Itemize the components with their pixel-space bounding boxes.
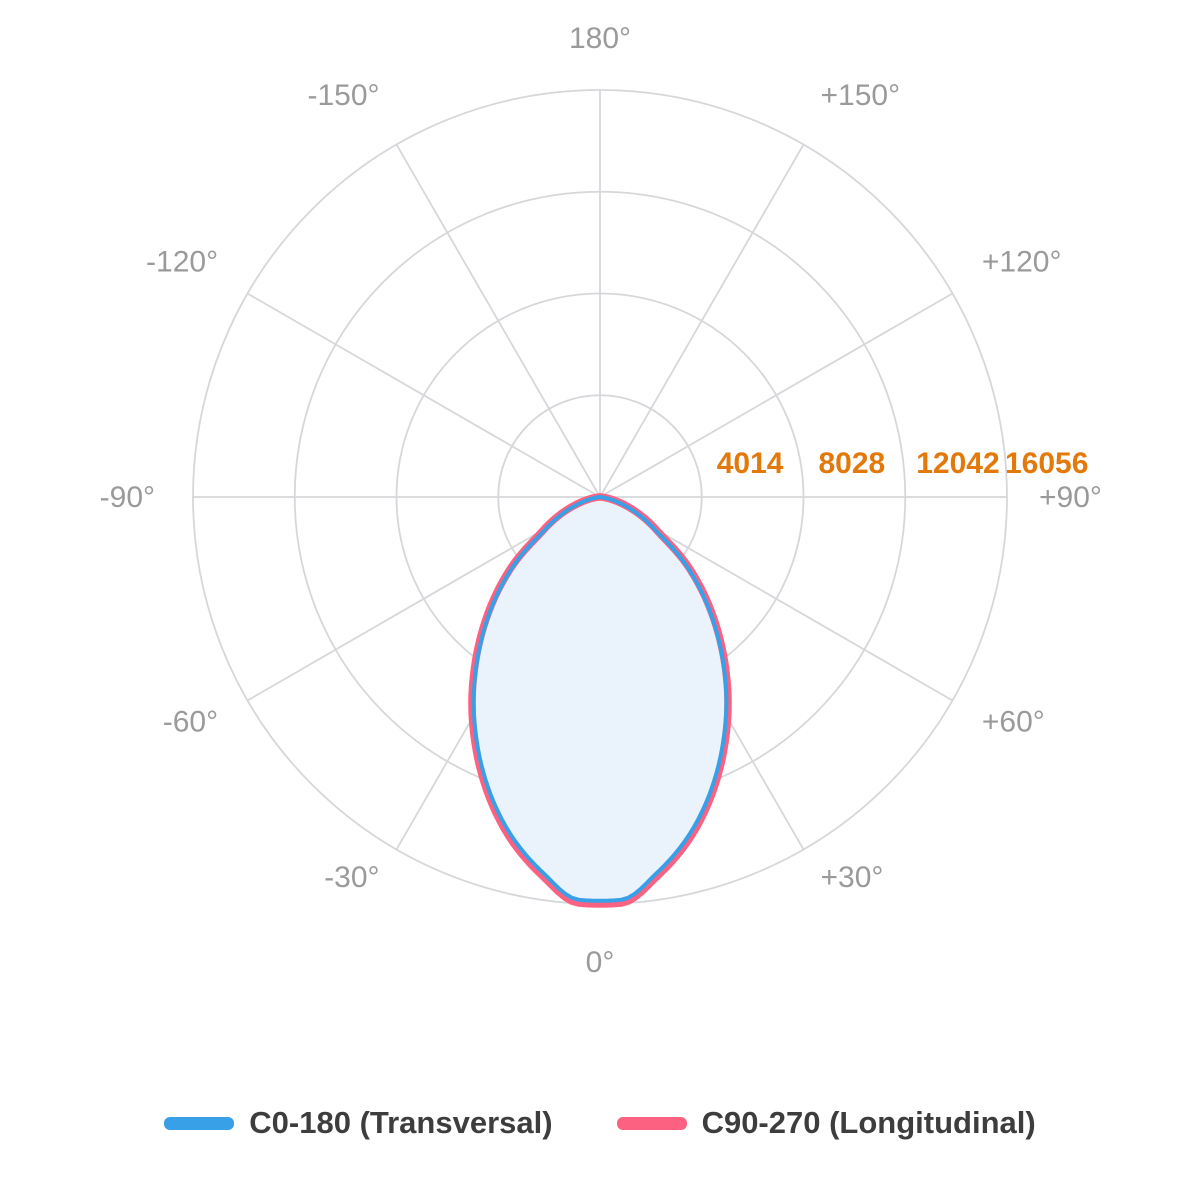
svg-text:180°: 180° — [569, 22, 631, 55]
svg-text:8028: 8028 — [819, 447, 886, 480]
svg-text:12042: 12042 — [916, 447, 999, 480]
svg-text:+90°: +90° — [1039, 481, 1102, 514]
svg-text:+120°: +120° — [982, 246, 1062, 279]
svg-text:16056: 16056 — [1005, 447, 1088, 480]
svg-text:+150°: +150° — [821, 79, 901, 112]
svg-text:-30°: -30° — [324, 861, 379, 894]
svg-text:+60°: +60° — [982, 706, 1045, 739]
svg-text:-120°: -120° — [146, 246, 218, 279]
svg-text:-60°: -60° — [163, 706, 218, 739]
svg-text:+30°: +30° — [821, 861, 884, 894]
svg-text:4014: 4014 — [717, 447, 784, 480]
svg-text:0°: 0° — [586, 946, 615, 979]
svg-text:-150°: -150° — [307, 79, 379, 112]
svg-text:-90°: -90° — [100, 481, 155, 514]
